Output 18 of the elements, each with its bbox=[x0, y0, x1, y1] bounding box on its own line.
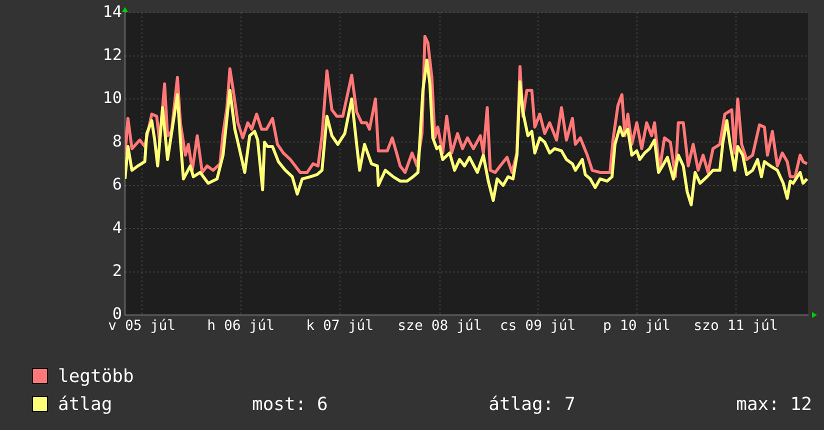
legend-label: átlag bbox=[58, 394, 112, 414]
x-tick-label: p 10 júl bbox=[603, 318, 670, 334]
x-tick-label: sze 08 júl bbox=[398, 318, 482, 334]
y-tick-label: 4 bbox=[112, 218, 122, 237]
text: most: 6 bbox=[252, 394, 328, 414]
x-tick-label: h 06 júl bbox=[207, 318, 275, 334]
x-tick-label: cs 09 júl bbox=[500, 318, 576, 334]
y-tick-label: 2 bbox=[112, 260, 122, 280]
x-tick-label: k 07 júl bbox=[306, 318, 374, 334]
y-tick-label: 14 bbox=[102, 2, 122, 21]
x-tick-label: szo 11 júl bbox=[694, 318, 778, 334]
y-tick-label: 10 bbox=[102, 88, 122, 108]
y-tick-label: 6 bbox=[112, 174, 122, 194]
y-tick-label: 8 bbox=[112, 131, 122, 150]
y-tick-label: 12 bbox=[102, 44, 122, 64]
text: max: 12 bbox=[736, 394, 812, 414]
legend-label: legtöbb bbox=[58, 366, 134, 386]
text: átlag: 7 bbox=[488, 394, 576, 414]
